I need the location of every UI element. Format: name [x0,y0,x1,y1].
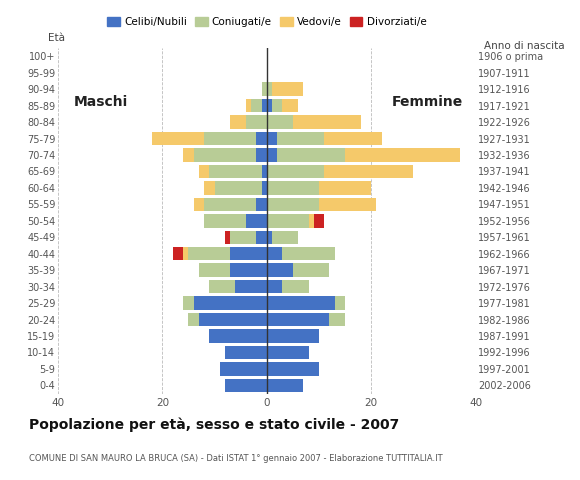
Legend: Celibi/Nubili, Coniugati/e, Vedovi/e, Divorziati/e: Celibi/Nubili, Coniugati/e, Vedovi/e, Di… [103,12,430,31]
Bar [199,313,267,326]
Bar [267,99,272,112]
Bar [277,132,324,145]
Bar [319,181,371,194]
Bar [204,198,256,211]
Bar [194,198,204,211]
Bar [329,313,345,326]
Bar [225,379,267,392]
Bar [335,296,345,310]
Bar [267,362,319,376]
Bar [246,214,267,228]
Bar [324,165,413,178]
Bar [230,247,267,261]
Bar [267,230,272,244]
Y-axis label: Anno di nascita: Anno di nascita [484,41,564,51]
Bar [256,230,267,244]
Bar [183,148,194,162]
Bar [256,148,267,162]
Bar [277,148,345,162]
Bar [256,132,267,145]
Bar [230,115,246,129]
Bar [246,99,251,112]
Bar [183,296,194,310]
Bar [225,346,267,359]
Bar [267,83,272,96]
Bar [230,264,267,277]
Text: Maschi: Maschi [74,95,128,109]
Bar [272,230,298,244]
Bar [262,99,267,112]
Bar [267,214,309,228]
Bar [194,148,256,162]
Bar [188,247,230,261]
Bar [230,230,256,244]
Bar [267,379,303,392]
Bar [152,132,204,145]
Bar [267,329,319,343]
Bar [204,132,256,145]
Bar [235,280,267,293]
Bar [173,247,183,261]
Bar [282,99,298,112]
Bar [282,280,309,293]
Bar [209,329,267,343]
Bar [293,115,361,129]
Bar [309,214,314,228]
Bar [267,198,319,211]
Bar [267,115,293,129]
Bar [267,264,293,277]
Bar [267,181,319,194]
Bar [267,247,282,261]
Bar [262,165,267,178]
Text: Popolazione per età, sesso e stato civile - 2007: Popolazione per età, sesso e stato civil… [29,418,399,432]
Bar [324,132,382,145]
Bar [251,99,262,112]
Bar [225,230,230,244]
Bar [188,313,199,326]
Bar [204,214,246,228]
Bar [272,99,282,112]
Bar [199,264,230,277]
Bar [267,165,324,178]
Bar [194,296,267,310]
Bar [209,280,235,293]
Text: COMUNE DI SAN MAURO LA BRUCA (SA) - Dati ISTAT 1° gennaio 2007 - Elaborazione TU: COMUNE DI SAN MAURO LA BRUCA (SA) - Dati… [29,454,443,463]
Bar [267,148,277,162]
Bar [282,247,335,261]
Bar [267,346,309,359]
Bar [272,83,303,96]
Bar [293,264,329,277]
Bar [183,247,188,261]
Bar [267,132,277,145]
Text: Femmine: Femmine [392,95,463,109]
Text: Età: Età [48,33,64,43]
Bar [319,198,376,211]
Bar [209,165,262,178]
Bar [262,83,267,96]
Bar [267,280,282,293]
Bar [314,214,324,228]
Bar [262,181,267,194]
Bar [267,296,335,310]
Bar [215,181,262,194]
Bar [220,362,267,376]
Bar [199,165,209,178]
Bar [204,181,215,194]
Bar [345,148,460,162]
Bar [256,198,267,211]
Bar [246,115,267,129]
Bar [267,313,329,326]
